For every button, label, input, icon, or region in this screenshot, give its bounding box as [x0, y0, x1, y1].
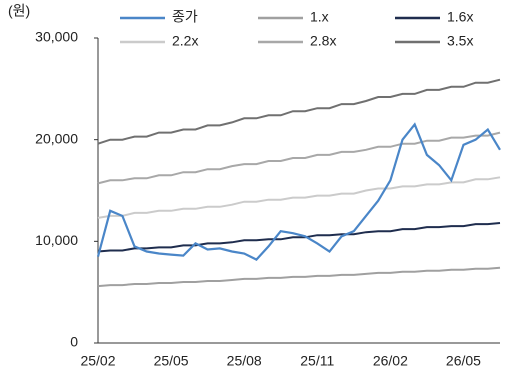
y-tick-label: 0 — [70, 334, 78, 350]
y-tick-label: 30,000 — [35, 29, 78, 45]
legend-label: 3.5x — [447, 33, 473, 49]
legend-label: 2.8x — [310, 33, 336, 49]
series-line — [97, 131, 501, 185]
legend-label: 2.2x — [172, 33, 198, 49]
y-tick-label: 10,000 — [35, 232, 78, 248]
series-line — [96, 122, 501, 261]
series-line — [97, 78, 501, 145]
legend-label: 1.x — [310, 9, 329, 25]
series-line — [97, 176, 501, 219]
x-tick-label: 25/11 — [300, 353, 334, 369]
series-line — [97, 266, 501, 288]
x-tick-label: 25/05 — [154, 353, 189, 369]
series-line — [97, 222, 501, 253]
x-tick-label: 25/08 — [227, 353, 262, 369]
x-tick-label: 26/05 — [446, 353, 481, 369]
legend-label: 종가 — [172, 9, 198, 25]
unit-label: (원) — [8, 3, 30, 19]
y-tick-label: 20,000 — [35, 130, 78, 146]
legend-label: 1.6x — [447, 9, 473, 25]
x-tick-label: 25/02 — [80, 353, 115, 369]
x-tick-label: 26/02 — [373, 353, 408, 369]
